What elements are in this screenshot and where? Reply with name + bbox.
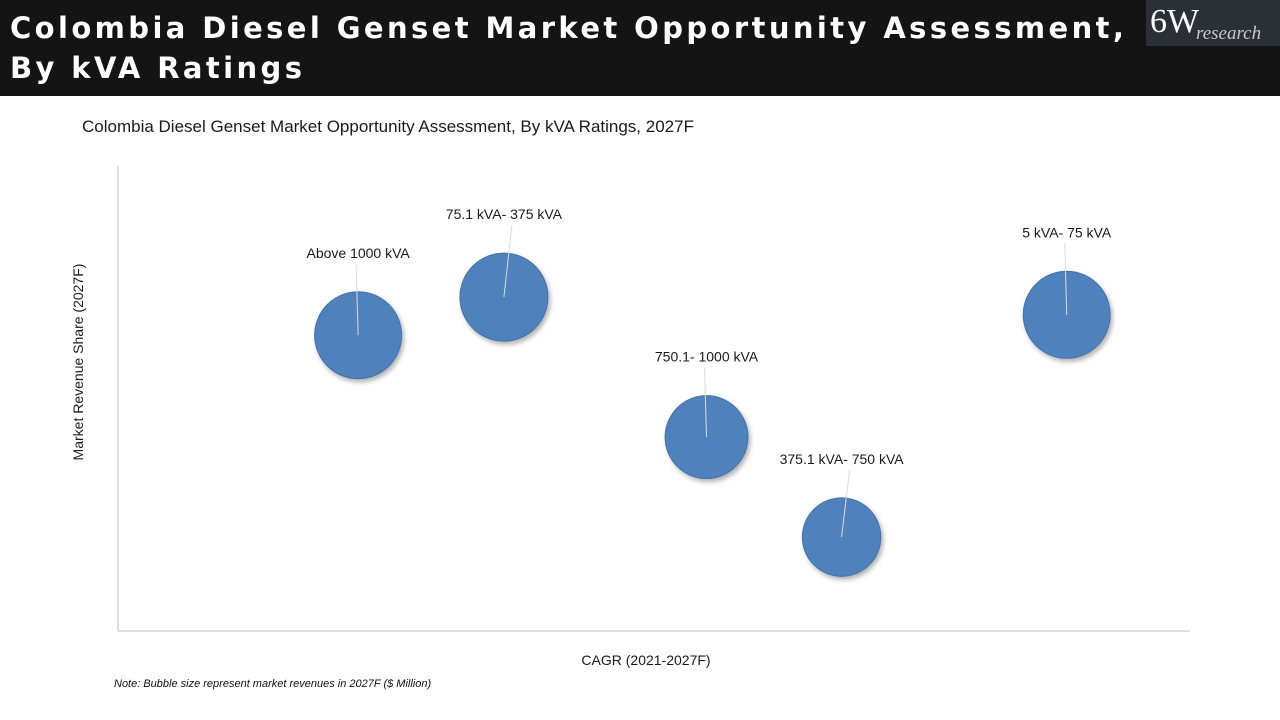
bubble-label-750-1-1000-kva: 750.1- 1000 kVA [655,349,759,365]
leader-line-750-1-1000-kva [704,367,708,438]
bubble-above-1000-kva [314,291,403,380]
bubble-label-5-kva-75-kva: 5 kVA- 75 kVA [1022,224,1112,240]
logo-main-text: 6W [1150,3,1200,40]
logo-sub-text: research [1196,23,1262,44]
leader-line-above-1000-kva [355,263,359,336]
leader-line-75-1-kva-375-kva [503,225,513,298]
bubble-chart: Colombia Diesel Genset Market Opportunit… [70,117,1190,668]
bubble-750-1-1000-kva [664,395,749,480]
footnote: Note: Bubble size represent market reven… [114,678,432,690]
bubble-series: Above 1000 kVA 75.1 kVA- 375 kVA 750.1- 10… [306,206,1112,577]
y-axis-label: Market Revenue Share (2027F) [70,264,86,461]
chart-title: Colombia Diesel Genset Market Opportunit… [82,117,694,136]
leader-line-5-kva-75-kva [1064,243,1068,315]
bubble-label-above-1000-kva: Above 1000 kVA [306,245,410,261]
brand-logo: 6W research [1146,0,1280,46]
header-bar: Colombia Diesel Genset Market Opportunit… [0,0,1280,96]
x-axis-label: CAGR (2021-2027F) [581,652,710,668]
page-title: Colombia Diesel Genset Market Opportunit… [10,11,1128,85]
bubble-label-75-1-kva-375-kva: 75.1 kVA- 375 kVA [446,206,563,222]
leader-line-375-1-kva-750-kva [841,469,851,538]
bubble-label-375-1-kva-750-kva: 375.1 kVA- 750 kVA [780,451,905,467]
